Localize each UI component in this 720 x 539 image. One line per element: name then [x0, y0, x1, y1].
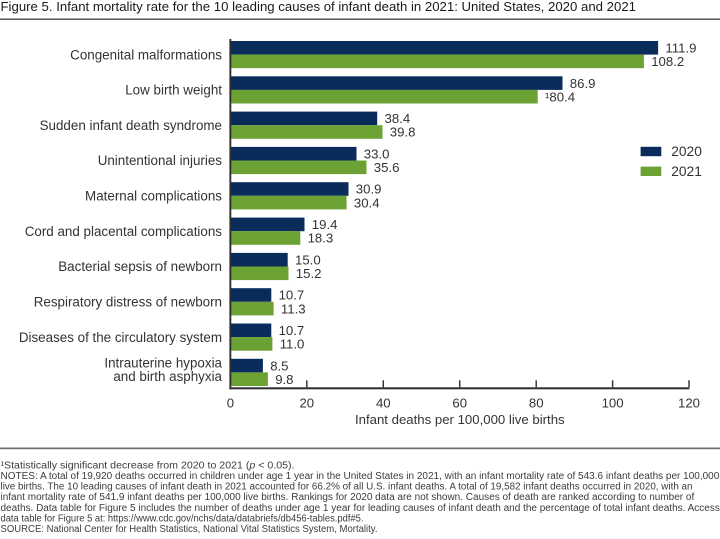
- svg-text:¹Statistically significant dec: ¹Statistically significant decrease from…: [1, 460, 295, 471]
- svg-text:2020: 2020: [671, 144, 702, 159]
- svg-text:Intrauterine hypoxia: Intrauterine hypoxia: [104, 355, 222, 370]
- svg-text:11.0: 11.0: [280, 337, 305, 352]
- svg-text:Respiratory distress of newbor: Respiratory distress of newborn: [34, 295, 222, 310]
- svg-text:35.6: 35.6: [374, 160, 400, 175]
- svg-text:Unintentional injuries: Unintentional injuries: [98, 153, 223, 168]
- svg-text:40: 40: [376, 395, 391, 410]
- svg-text:Figure 5. Infant mortality rat: Figure 5. Infant mortality rate for the …: [1, 0, 637, 14]
- svg-text:33.0: 33.0: [364, 146, 390, 161]
- svg-text:30.4: 30.4: [354, 195, 380, 210]
- svg-text:19.4: 19.4: [312, 217, 338, 232]
- svg-text:Infant deaths per 100,000 live: Infant deaths per 100,000 live births: [355, 412, 565, 427]
- svg-text:100: 100: [602, 395, 624, 410]
- svg-text:¹80.4: ¹80.4: [545, 89, 575, 104]
- svg-text:20: 20: [299, 395, 314, 410]
- svg-text:Low birth weight: Low birth weight: [125, 83, 222, 98]
- svg-text:11.3: 11.3: [281, 301, 306, 316]
- svg-text:SOURCE: National Center for He: SOURCE: National Center for Health Stati…: [1, 524, 378, 535]
- svg-text:8.5: 8.5: [270, 358, 288, 373]
- svg-text:Bacterial sepsis of newborn: Bacterial sepsis of newborn: [58, 259, 222, 274]
- svg-text:60: 60: [452, 395, 467, 410]
- svg-text:deaths. Data table for Figure: deaths. Data table for Figure 5 includes…: [1, 503, 720, 514]
- svg-text:Maternal complications: Maternal complications: [85, 189, 222, 204]
- svg-text:data table for Figure 5 at: ht: data table for Figure 5 at: https://www.…: [1, 513, 364, 524]
- svg-text:Diseases of the circulatory sy: Diseases of the circulatory system: [19, 330, 222, 345]
- svg-text:120: 120: [678, 395, 700, 410]
- svg-text:NOTES: A total of 19,920 death: NOTES: A total of 19,920 deaths occurred…: [1, 471, 720, 482]
- svg-text:9.8: 9.8: [275, 372, 293, 387]
- svg-text:0: 0: [227, 395, 234, 410]
- svg-text:86.9: 86.9: [570, 76, 596, 91]
- svg-text:38.4: 38.4: [385, 111, 411, 126]
- svg-text:infant mortality rate of 541.9: infant mortality rate of 541.9 infant de…: [1, 492, 695, 503]
- svg-text:Sudden infant death syndrome: Sudden infant death syndrome: [40, 118, 222, 133]
- svg-text:108.2: 108.2: [651, 54, 684, 69]
- svg-text:2021: 2021: [671, 164, 702, 179]
- svg-text:Congenital malformations: Congenital malformations: [70, 47, 222, 62]
- svg-text:111.9: 111.9: [665, 41, 696, 56]
- svg-text:39.8: 39.8: [390, 125, 416, 140]
- svg-text:18.3: 18.3: [308, 231, 334, 246]
- svg-text:30.9: 30.9: [356, 182, 382, 197]
- svg-text:10.7: 10.7: [279, 323, 305, 338]
- svg-text:10.7: 10.7: [279, 288, 305, 303]
- svg-text:and birth asphyxia: and birth asphyxia: [113, 369, 222, 384]
- svg-text:80: 80: [529, 395, 544, 410]
- svg-text:15.2: 15.2: [296, 266, 322, 281]
- svg-text:Cord and placental complicatio: Cord and placental complications: [25, 224, 223, 239]
- svg-text:15.0: 15.0: [295, 252, 321, 267]
- svg-text:live births. The 10 leading ca: live births. The 10 leading causes of in…: [1, 482, 693, 493]
